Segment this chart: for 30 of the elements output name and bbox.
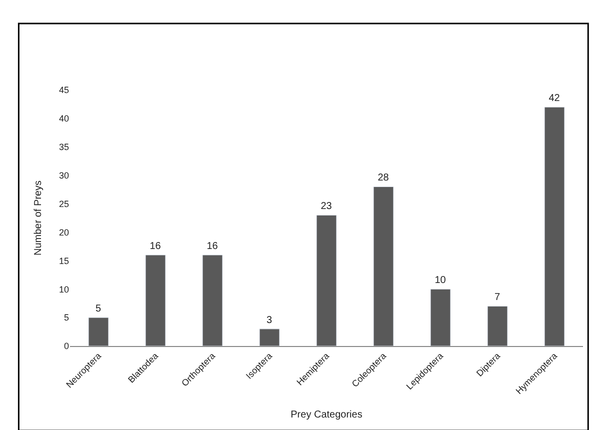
bar	[145, 254, 166, 346]
data-label: 16	[150, 240, 162, 252]
bar	[88, 317, 109, 346]
x-axis-title: Prey Categories	[290, 410, 362, 421]
y-tick-label: 15	[58, 256, 69, 266]
y-axis-title: Number of Preys	[32, 180, 44, 256]
data-label: 5	[96, 304, 102, 315]
data-label: 16	[206, 240, 218, 252]
y-tick-label: 25	[58, 198, 69, 209]
y-tick-label: 10	[58, 284, 69, 294]
data-label: 23	[320, 201, 332, 212]
y-tick-label: 0	[64, 341, 69, 352]
data-label: 42	[548, 93, 560, 104]
bar	[259, 328, 280, 346]
y-tick-label: 40	[58, 114, 69, 124]
y-tick-label: 20	[58, 227, 69, 238]
bar	[487, 306, 508, 346]
bar	[373, 186, 394, 346]
y-tick-label: 35	[58, 142, 69, 152]
bar	[430, 288, 451, 346]
data-label: 10	[434, 275, 446, 286]
y-tick-label: 45	[58, 85, 69, 96]
data-label: 7	[494, 292, 501, 304]
bar	[316, 214, 337, 346]
y-tick-label: 30	[58, 170, 69, 180]
bar	[202, 254, 223, 346]
data-label: 3	[266, 314, 273, 326]
y-tick-label: 5	[64, 312, 69, 323]
data-label: 28	[378, 172, 390, 184]
bar	[544, 106, 565, 346]
